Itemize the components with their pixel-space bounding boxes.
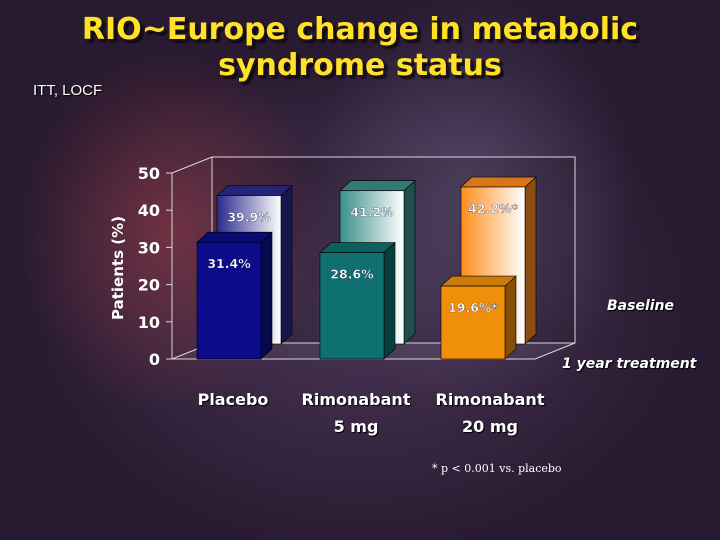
data-label: 19.6%* — [448, 300, 498, 315]
y-tick-label: 30 — [138, 238, 160, 257]
bar-treatment — [440, 285, 506, 360]
slide-title-line-2: syndrome status — [218, 48, 502, 83]
category-label-line: 5 mg — [333, 417, 379, 436]
bar-side-face — [260, 231, 273, 360]
bar-treatment — [319, 252, 385, 360]
bar-top-face — [216, 185, 293, 196]
series-label-baseline: Baseline — [607, 298, 675, 314]
bar-side-face — [383, 241, 396, 360]
data-label: 31.4% — [207, 256, 251, 271]
bar-top-face — [460, 176, 537, 188]
y-tick-label: 10 — [138, 313, 160, 332]
data-label: 28.6% — [330, 267, 374, 282]
bar-side-face — [403, 180, 416, 345]
bar-top-face — [339, 180, 416, 192]
y-tick-label: 0 — [149, 350, 160, 369]
y-axis-label: Patients (%) — [109, 216, 127, 320]
data-label: 42.2%* — [468, 201, 518, 216]
category-label-rimonabant-20mg: Rimonabant 20 mg — [426, 386, 554, 440]
y-tick-label: 40 — [138, 201, 160, 220]
footnote: * p < 0.001 vs. placebo — [432, 462, 562, 475]
category-label-line: 20 mg — [462, 417, 518, 436]
y-tick-label: 50 — [138, 164, 160, 183]
category-label-placebo: Placebo — [180, 386, 286, 413]
bar-side-face — [504, 275, 517, 360]
bar-top-face — [319, 242, 396, 253]
y-tick-label: 20 — [138, 276, 160, 295]
bar-treatment — [196, 241, 262, 360]
slide-title: RIO~Europe change in metabolic syndrome … — [0, 12, 720, 84]
category-label-line: Placebo — [197, 390, 269, 409]
bar-top-face — [440, 275, 517, 287]
category-label-line: Rimonabant — [435, 390, 545, 409]
bar-side-face — [280, 184, 293, 345]
category-label-rimonabant-5mg: Rimonabant 5 mg — [292, 386, 420, 440]
bar-side-face — [524, 176, 537, 345]
data-label: 39.9% — [227, 210, 271, 225]
series-label-1-year-treatment: 1 year treatment — [562, 356, 697, 372]
data-label: 41.2% — [350, 205, 394, 220]
analysis-subtitle: ITT, LOCF — [33, 82, 103, 99]
category-label-line: Rimonabant — [301, 390, 411, 409]
bar-top-face — [196, 231, 273, 243]
slide-title-line-1: RIO~Europe change in metabolic — [81, 12, 639, 47]
chart-wall-edge — [171, 156, 213, 174]
